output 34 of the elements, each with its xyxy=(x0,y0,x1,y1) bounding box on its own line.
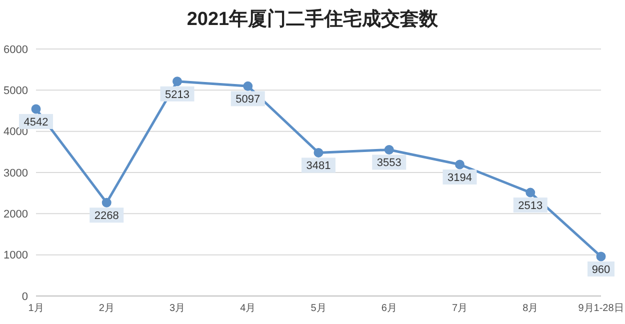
chart-title: 2021年厦门二手住宅成交套数 xyxy=(186,8,440,32)
y-tick-label: 0 xyxy=(22,290,28,303)
point xyxy=(455,160,464,170)
data-label: 4542 xyxy=(24,116,48,129)
point xyxy=(314,148,324,158)
point xyxy=(596,252,606,262)
point xyxy=(31,104,41,114)
y-tick-label: 3000 xyxy=(4,167,28,180)
y-tick-label: 5000 xyxy=(4,85,28,98)
point xyxy=(384,144,394,154)
data-label: 3553 xyxy=(376,157,402,170)
data-label: 3481 xyxy=(306,160,331,172)
x-tick-label: 9月1-28日 xyxy=(578,303,624,314)
x-tick-label: 3月 xyxy=(169,303,186,314)
x-tick-label: 2月 xyxy=(98,303,114,314)
x-tick-label: 7月 xyxy=(452,303,468,314)
point xyxy=(172,76,182,86)
x-tick-label: 4月 xyxy=(240,303,256,314)
point xyxy=(526,188,536,198)
data-label: 3194 xyxy=(448,172,472,184)
data-label: 2513 xyxy=(518,200,543,212)
x-tick-label: 8月 xyxy=(522,303,538,314)
data-label: 2268 xyxy=(94,210,119,222)
point xyxy=(243,81,253,91)
data-label: 960 xyxy=(592,264,610,276)
x-tick-label: 1月 xyxy=(28,303,44,314)
x-tick-label: 5月 xyxy=(310,303,326,314)
y-tick-label: 1000 xyxy=(4,250,28,262)
y-tick-label: 6000 xyxy=(4,44,28,56)
point xyxy=(102,198,112,208)
data-label: 5097 xyxy=(236,94,260,106)
data-label: 5213 xyxy=(165,88,190,101)
y-tick-label: 2000 xyxy=(4,208,28,221)
x-tick-label: 6月 xyxy=(381,303,397,314)
